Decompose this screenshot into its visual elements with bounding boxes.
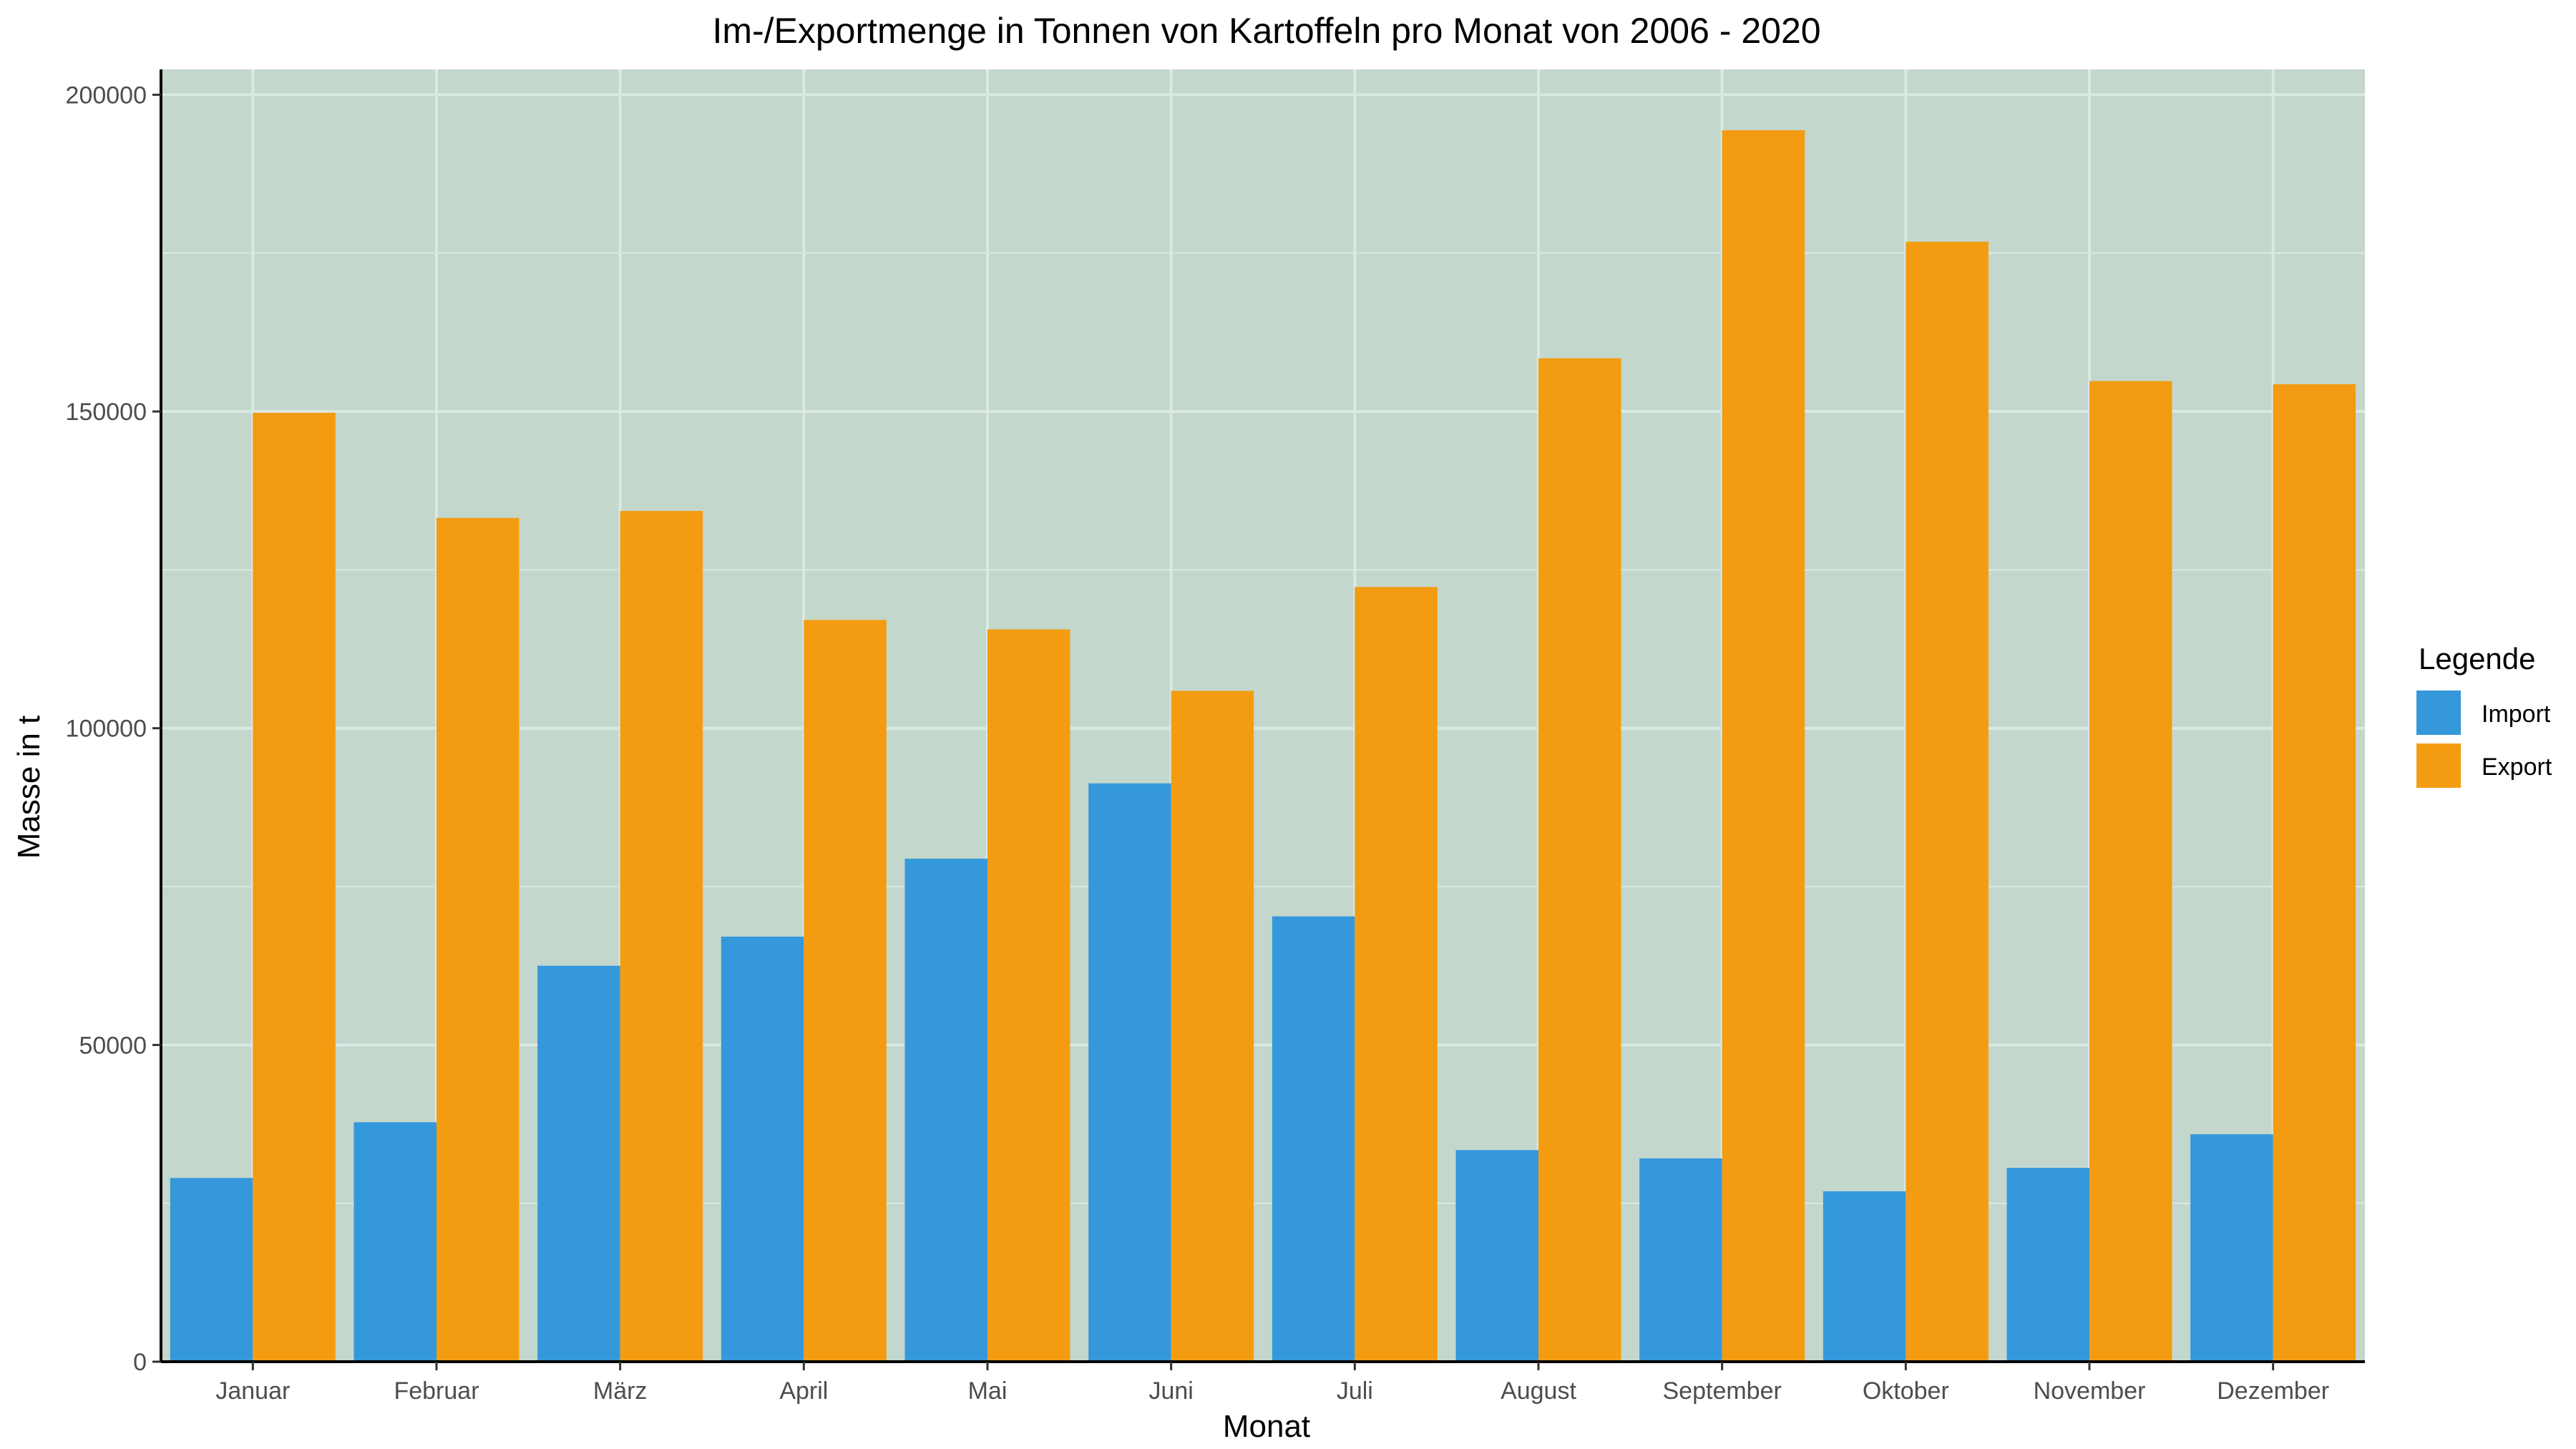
bar-import [353,1122,436,1362]
legend-items: Import Export [2415,689,2552,789]
x-tick-label: Oktober [1863,1377,1949,1405]
bar-import [2006,1168,2089,1362]
bar-export [1906,241,1989,1362]
y-tick-label: 200000 [66,82,147,109]
bar-export [620,511,703,1362]
x-tick-label: April [779,1377,828,1405]
bar-import [1272,916,1355,1362]
bar-import [1823,1191,1906,1362]
y-axis-title: Masse in t [11,716,47,859]
bar-export [1171,691,1254,1362]
legend-title: Legende [2419,642,2536,675]
bar-import [537,965,620,1362]
y-tick-label: 50000 [79,1032,147,1059]
bar-export [2089,381,2172,1362]
legend-label-export: Export [2482,753,2552,781]
bar-import [1639,1158,1722,1362]
plot-panel [161,69,2365,1362]
y-tick-label: 150000 [66,399,147,426]
x-tick-label: Juli [1337,1377,1373,1405]
bar-import [904,859,987,1362]
axes [160,69,2365,1363]
bar-export [987,629,1070,1362]
bars [170,130,2356,1362]
bar-import [1088,783,1171,1362]
bar-export [1722,130,1805,1362]
bar-export [1538,358,1621,1362]
y-tick-label: 0 [133,1349,147,1376]
bar-export [1355,587,1438,1362]
x-tick-label: Januar [215,1377,290,1405]
x-tick-label: Mai [968,1377,1008,1405]
x-tick-label: Februar [394,1377,479,1405]
x-tick-label: Dezember [2217,1377,2329,1405]
x-axis-ticks: Januar Februar März April Mai Juni Juli August S… [215,1362,2329,1405]
bar-import [2190,1134,2273,1362]
y-tick-label: 100000 [66,716,147,743]
legend-label-import: Import [2482,701,2551,728]
bar-import [1455,1150,1538,1362]
legend-key-export [2416,743,2461,788]
bar-export [804,620,887,1362]
x-tick-label: November [2034,1377,2146,1405]
bar-import [170,1178,253,1362]
bar-export [253,412,336,1362]
x-tick-label: März [593,1377,648,1405]
bar-import [721,936,804,1362]
x-tick-label: August [1501,1377,1576,1405]
legend: Legende Import Export [2415,642,2552,789]
legend-key-import [2416,691,2461,735]
y-axis-ticks: 0 50000 100000 150000 200000 [66,82,161,1376]
x-tick-label: Juni [1148,1377,1193,1405]
bar-export [2273,384,2356,1362]
chart-title: Im-/Exportmenge in Tonnen von Kartoffeln… [712,11,1820,51]
x-tick-label: September [1663,1377,1782,1405]
x-axis-title: Monat [1223,1409,1310,1444]
bar-export [436,517,519,1362]
